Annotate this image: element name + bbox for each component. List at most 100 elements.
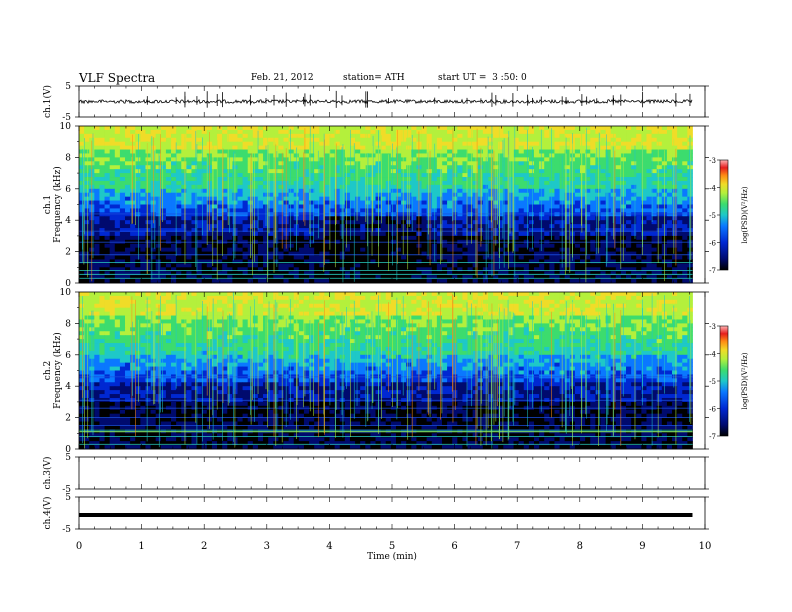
spectrogram-cell <box>411 275 417 280</box>
spectrogram-cell <box>211 271 218 276</box>
spectrogram-cell <box>574 220 581 225</box>
spectrogram-cell <box>222 251 228 256</box>
spectrogram-cell <box>574 212 581 217</box>
spectrogram-cell <box>360 251 366 256</box>
spectrogram-cell <box>278 255 284 260</box>
spectrogram-cell <box>605 271 612 276</box>
spectrogram-cell <box>339 126 346 131</box>
spectrogram-cell <box>319 149 325 154</box>
spectrogram-cell <box>498 184 504 190</box>
spectrogram-cell <box>329 259 336 264</box>
spectrogram-cell <box>590 196 596 201</box>
spectrogram-cell <box>365 141 371 147</box>
spectrogram-cell <box>119 247 126 253</box>
spectrogram-cell <box>498 255 504 260</box>
spectrogram-cell <box>477 192 484 198</box>
spectrogram-cell <box>211 224 218 229</box>
spectrogram-cell <box>247 129 254 135</box>
spectrogram-cell <box>666 208 673 213</box>
spectrogram-cell <box>211 220 218 225</box>
spectrogram-cell <box>252 169 259 174</box>
spectrogram-cell <box>503 133 509 139</box>
spectrogram-cell <box>477 208 484 213</box>
spectrogram-cell <box>145 153 151 158</box>
spectrogram-cell <box>257 275 264 280</box>
spectrogram-cell <box>104 129 111 135</box>
spectrogram-cell <box>523 255 530 260</box>
spectrogram-cell <box>518 153 525 158</box>
spectrogram-cell <box>528 259 535 264</box>
spectrogram-cell <box>554 255 560 260</box>
spectrogram-cell <box>114 243 121 249</box>
spectrogram-cell <box>252 228 259 233</box>
spectrogram-cell <box>503 149 509 154</box>
spectrogram-cell <box>544 247 550 253</box>
spectrogram-cell <box>145 133 151 139</box>
spectrogram-cell <box>186 192 192 198</box>
spectrogram-cell <box>672 137 678 143</box>
spectrogram-cell <box>242 212 249 217</box>
spectrogram-cell <box>242 247 249 253</box>
spectrogram-cell <box>651 231 658 237</box>
spectrogram-cell <box>181 188 187 194</box>
spectrogram-cell <box>447 251 453 256</box>
spectrogram-cell <box>615 224 622 229</box>
spectrogram-cell <box>564 204 571 209</box>
spectrogram-cell <box>498 161 504 166</box>
spectrogram-cell <box>508 275 514 280</box>
spectrogram-cell <box>176 129 182 135</box>
spectrogram-cell <box>268 137 274 143</box>
spectrogram-cell <box>626 196 632 201</box>
spectrogram-cell <box>426 165 433 170</box>
spectrogram-cell <box>646 188 652 194</box>
spectrogram-cell <box>544 224 550 229</box>
spectrogram-cell <box>549 275 555 280</box>
spectrogram-cell <box>160 141 167 147</box>
spectrogram-cell <box>666 212 673 217</box>
spectrogram-cell <box>84 161 90 166</box>
spectrogram-cell <box>94 279 100 284</box>
spectrogram-cell <box>493 133 499 139</box>
spectrogram-cell <box>191 251 197 256</box>
spectrogram-cell <box>574 224 581 229</box>
spectrogram-cell <box>191 255 197 260</box>
spectrogram-cell <box>252 275 259 280</box>
spectrogram-cell <box>554 133 560 139</box>
spectrogram-cell <box>467 200 474 205</box>
spectrogram-cell <box>84 231 90 237</box>
spectrogram-cell <box>487 145 494 150</box>
spectrogram-cell <box>574 243 581 249</box>
spectrogram-cell <box>140 145 146 150</box>
spectrogram-cell <box>237 196 243 201</box>
spectrogram-cell <box>564 157 571 162</box>
spectrogram-cell <box>273 279 279 284</box>
spectrogram-cell <box>441 231 448 237</box>
spectrogram-cell <box>186 173 192 178</box>
spectrogram-cell <box>99 212 105 217</box>
spectrogram-cell <box>355 275 361 280</box>
spectrogram-cell <box>324 169 330 174</box>
spectrogram-cell <box>544 231 550 237</box>
spectrogram-cell <box>191 231 197 237</box>
spectrogram-cell <box>503 192 509 198</box>
spectrogram-cell <box>125 259 131 264</box>
spectrogram-cell <box>109 255 116 260</box>
spectrogram-cell <box>104 235 111 241</box>
spectrogram-cell <box>411 216 417 221</box>
spectrogram-cell <box>539 173 545 178</box>
spectrogram-cell <box>324 157 330 162</box>
spectrogram-cell <box>257 231 264 237</box>
spectrogram-cell <box>201 271 208 276</box>
spectrogram-cell <box>257 137 264 143</box>
spectrogram-cell <box>631 279 637 284</box>
spectrogram-cell <box>181 216 187 221</box>
spectrogram-cell <box>421 169 428 174</box>
spectrogram-cell <box>360 267 366 272</box>
spectrogram-cell <box>472 153 479 158</box>
spectrogram-cell <box>298 137 305 143</box>
spectrogram-cell <box>482 224 489 229</box>
spectrogram-cell <box>79 184 85 190</box>
spectrogram-cell <box>436 228 443 233</box>
spectrogram-cell <box>380 263 387 268</box>
spectrogram-cell <box>293 133 300 139</box>
